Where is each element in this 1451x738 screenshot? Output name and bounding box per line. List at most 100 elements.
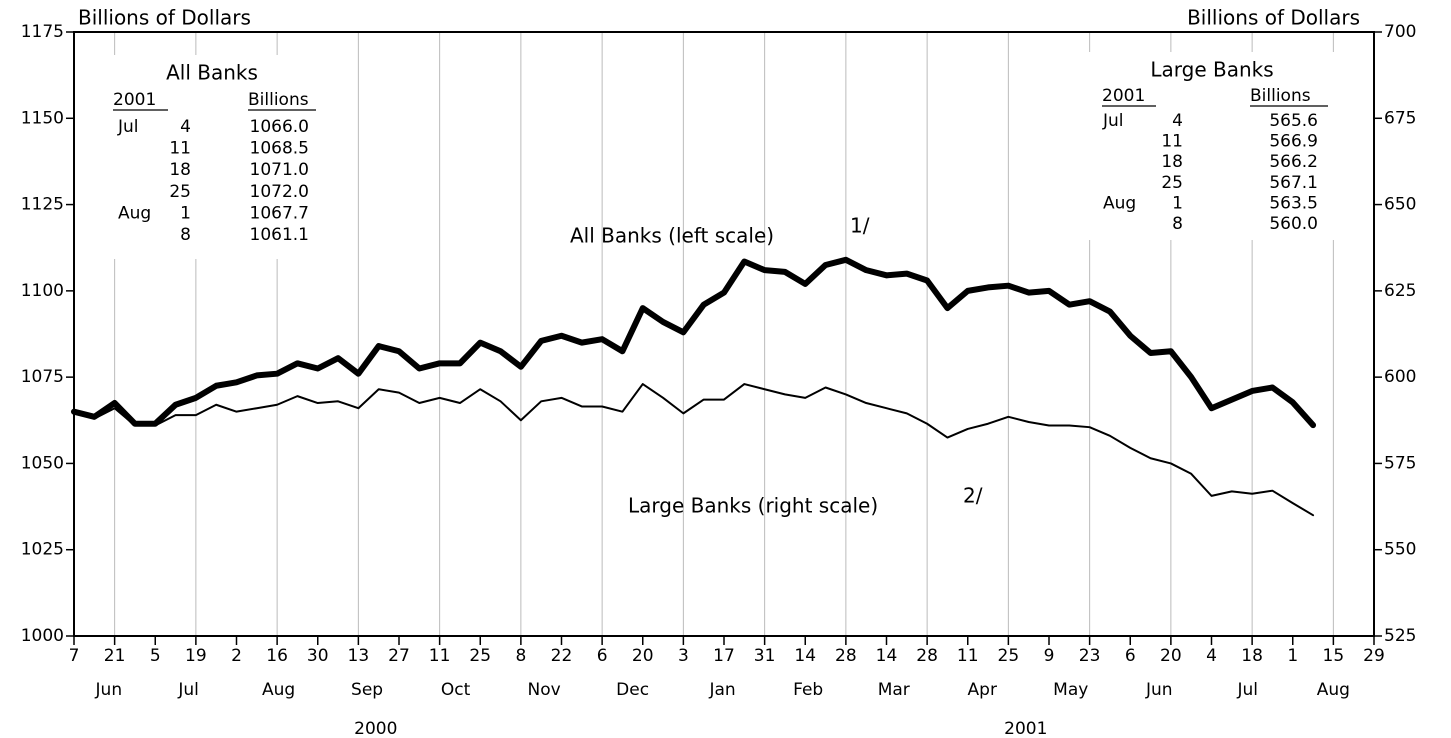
x-tick-label: 31 (754, 646, 776, 666)
month-label: Jun (1145, 680, 1173, 700)
series-note: 2/ (963, 484, 983, 508)
month-label: Sep (351, 680, 383, 700)
row-day: 4 (1172, 111, 1183, 131)
y-tick-label: 1175 (21, 22, 64, 42)
inset-header: 2001 (1102, 86, 1145, 106)
x-tick-label: 13 (348, 646, 370, 666)
x-tick-label: 14 (794, 646, 816, 666)
row-month: Aug (118, 203, 151, 223)
y2-tick-label: 700 (1384, 22, 1416, 42)
y2-tick-label: 650 (1384, 195, 1416, 215)
inset-title: All Banks (166, 61, 258, 85)
x-tick-label: 11 (957, 646, 979, 666)
row-value: 565.6 (1269, 111, 1318, 131)
x-tick-label: 29 (1363, 646, 1385, 666)
series-note: 1/ (850, 214, 870, 238)
x-tick-label: 21 (104, 646, 126, 666)
row-day: 8 (1172, 214, 1183, 234)
month-label: May (1053, 680, 1088, 700)
x-tick-label: 1 (1287, 646, 1298, 666)
x-tick-label: 16 (266, 646, 288, 666)
y-tick-label: 1000 (21, 626, 64, 646)
row-value: 566.9 (1269, 132, 1318, 152)
inset-title: Large Banks (1150, 58, 1273, 82)
x-tick-label: 14 (876, 646, 898, 666)
row-day: 18 (169, 160, 191, 180)
row-day: 11 (1161, 132, 1183, 152)
year-label: 2000 (354, 719, 397, 738)
row-month: Aug (1103, 193, 1136, 213)
row-day: 11 (169, 139, 191, 159)
x-tick-label: 3 (678, 646, 689, 666)
y2-tick-label: 675 (1384, 108, 1416, 128)
x-tick-label: 23 (1079, 646, 1101, 666)
series-annotation: All Banks (left scale) (570, 224, 774, 248)
row-month: Jul (117, 117, 139, 137)
x-tick-label: 20 (632, 646, 654, 666)
row-day: 8 (180, 225, 191, 245)
month-label: Mar (878, 680, 910, 700)
inset-header: Billions (248, 90, 309, 110)
x-tick-label: 27 (388, 646, 410, 666)
x-tick-label: 6 (1125, 646, 1136, 666)
x-tick-label: 9 (1044, 646, 1055, 666)
x-tick-label: 19 (185, 646, 207, 666)
month-label: Jan (708, 680, 735, 700)
x-tick-label: 25 (469, 646, 491, 666)
month-label: Aug (1317, 680, 1350, 700)
row-value: 1068.5 (250, 139, 309, 159)
y-axis-label: Billions of Dollars (78, 6, 251, 30)
x-tick-label: 17 (713, 646, 735, 666)
series-annotation: Large Banks (right scale) (628, 494, 878, 518)
y-tick-label: 1050 (21, 453, 64, 473)
row-value: 567.1 (1269, 173, 1318, 193)
row-value: 1061.1 (250, 225, 309, 245)
x-tick-label: 28 (835, 646, 857, 666)
x-tick-label: 8 (515, 646, 526, 666)
x-tick-label: 7 (69, 646, 80, 666)
row-value: 1072.0 (250, 182, 309, 202)
row-value: 1066.0 (250, 117, 309, 137)
y-tick-label: 1075 (21, 367, 64, 387)
row-day: 25 (1161, 173, 1183, 193)
row-day: 25 (169, 182, 191, 202)
series-line (71, 256, 1317, 429)
row-day: 18 (1161, 152, 1183, 172)
x-tick-label: 30 (307, 646, 329, 666)
row-month: Jul (1102, 111, 1124, 131)
x-tick-label: 15 (1323, 646, 1345, 666)
x-tick-label: 25 (998, 646, 1020, 666)
x-tick-label: 5 (150, 646, 161, 666)
y2-tick-label: 600 (1384, 367, 1416, 387)
y2-tick-label: 575 (1384, 453, 1416, 473)
x-tick-label: 4 (1206, 646, 1217, 666)
y-tick-label: 1150 (21, 108, 64, 128)
x-tick-label: 2 (231, 646, 242, 666)
y-tick-label: 1125 (21, 195, 64, 215)
month-label: Jul (1237, 680, 1259, 700)
x-tick-label: 6 (597, 646, 608, 666)
x-tick-label: 11 (429, 646, 451, 666)
row-day: 1 (180, 203, 191, 223)
month-label: Apr (968, 680, 997, 700)
y-tick-label: 1025 (21, 540, 64, 560)
month-label: Jun (95, 680, 123, 700)
x-tick-label: 28 (916, 646, 938, 666)
row-value: 566.2 (1269, 152, 1318, 172)
month-label: Aug (262, 680, 295, 700)
month-label: Jul (177, 680, 199, 700)
inset-box (100, 55, 322, 259)
row-value: 1071.0 (250, 160, 309, 180)
month-label: Feb (793, 680, 823, 700)
row-value: 1067.7 (250, 203, 309, 223)
year-label: 2001 (1004, 719, 1047, 738)
x-tick-label: 22 (551, 646, 573, 666)
x-tick-label: 20 (1160, 646, 1182, 666)
inset-header: Billions (1250, 86, 1311, 106)
month-label: Nov (527, 680, 560, 700)
y2-tick-label: 625 (1384, 281, 1416, 301)
month-label: Oct (441, 680, 471, 700)
y-tick-label: 1100 (21, 281, 64, 301)
inset-header: 2001 (113, 90, 156, 110)
y2-tick-label: 550 (1384, 540, 1416, 560)
